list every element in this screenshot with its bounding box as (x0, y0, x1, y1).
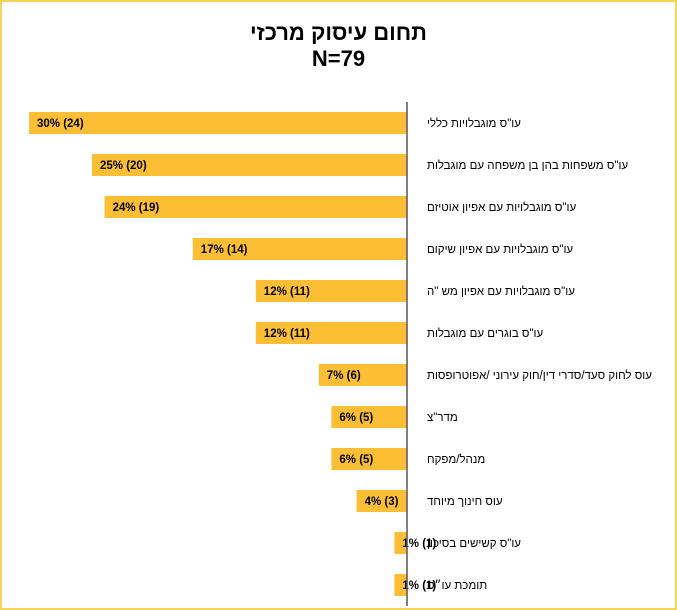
bar (331, 448, 407, 470)
bar-data-label: 1% (1) (402, 580, 436, 592)
bar-data-label: 6% (5) (339, 412, 373, 424)
bar-data-label: 17% (14) (201, 244, 248, 256)
bar (394, 574, 407, 596)
category-label: עו"ס בוגרים עם מוגבלות (427, 327, 544, 340)
bar (255, 280, 407, 302)
bar-data-label: 7% (6) (327, 370, 361, 382)
bar (318, 364, 407, 386)
bar-data-label: 1% (1) (402, 538, 436, 550)
bar-data-label: 24% (19) (113, 202, 160, 214)
category-label: עו"ס מוגבלויות כללי (427, 117, 521, 130)
bar (29, 112, 407, 134)
bar-data-label: 4% (3) (365, 496, 399, 508)
category-label: עו"ס מוגבלויות עם אפיון שיקום (427, 243, 573, 256)
chart-title: תחום עיסוק מרכזי N=79 (0, 20, 677, 72)
category-label: עוס לחוק סעד/סדרי דין/חוק עירוני /אפוטרו… (427, 369, 652, 382)
bar (255, 322, 407, 344)
category-label: עוס חינוך מיוחד (427, 496, 503, 508)
bar (356, 490, 407, 512)
bar-data-label: 12% (11) (264, 286, 310, 298)
category-label: עו"ס מוגבלויות עם אפיון מש "ה (427, 285, 575, 298)
category-label: תומכת עו״ס (427, 579, 487, 592)
bar (394, 532, 407, 554)
category-label: עו"ס קשישים בסיכון (427, 538, 521, 550)
bar-data-label: 30% (24) (37, 118, 84, 130)
bar (92, 154, 407, 176)
category-label: עו"ס משפחות בהן בן משפחה עם מוגבלות (427, 159, 628, 172)
bar-data-label: 12% (11) (264, 328, 310, 340)
bar-data-label: 25% (20) (100, 160, 147, 172)
category-label: עו"ס מוגבלויות עם אפיון אוטיזם (427, 201, 576, 214)
category-label: מדר"צ (427, 412, 458, 424)
bar-data-label: 6% (5) (339, 454, 373, 466)
chart-subtitle-text: N=79 (311, 46, 366, 71)
bar (331, 406, 407, 428)
chart-title-text: תחום עיסוק מרכזי (250, 20, 427, 45)
bar (104, 196, 407, 218)
category-label: מנהל/מפקח (427, 453, 485, 466)
bar (192, 238, 407, 260)
